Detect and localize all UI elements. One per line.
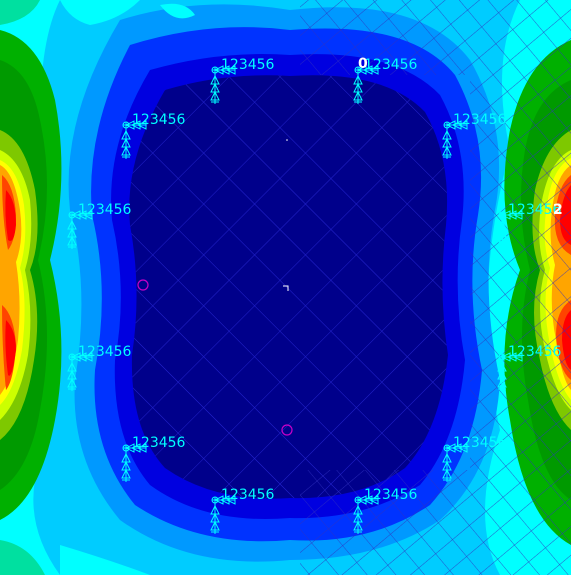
support-symbol: 123456 — [121, 435, 186, 483]
node-marker — [137, 279, 149, 291]
support-symbol: 123456 — [497, 344, 562, 392]
constraint-label: 123456 — [221, 57, 275, 73]
node-marker — [281, 424, 293, 436]
constraint-label: 123456 — [364, 487, 418, 503]
support-symbol: 123456 — [442, 112, 507, 160]
constraint-label: 123456 — [132, 112, 186, 128]
top-node-label: 0 — [358, 56, 368, 72]
support-symbol: 123456 — [497, 202, 562, 250]
constraint-label: 123456 — [78, 202, 132, 218]
support-symbol: 123456 — [121, 112, 186, 160]
support-symbol: 123456 — [67, 202, 132, 250]
support-symbol: 123456 — [353, 57, 418, 105]
constraint-label: 123456 — [221, 487, 275, 503]
constraint-label: 123456 — [508, 344, 562, 360]
support-symbol: 123456 — [67, 344, 132, 392]
support-symbol: 123456 — [210, 487, 275, 535]
support-symbol: 123456 — [442, 435, 507, 483]
constraint-label: 123456 — [364, 57, 418, 73]
constraint-label: 123456 — [132, 435, 186, 451]
constraint-label: 123456 — [508, 202, 562, 218]
constraint-label: 123456 — [78, 344, 132, 360]
origin-marker — [283, 285, 289, 291]
right-node-label: 2 — [553, 202, 563, 218]
support-symbol: 123456 — [210, 57, 275, 105]
constraint-label: 123456 — [453, 112, 507, 128]
boundary-supports: 123456 123456 123456 123456 123456 123456 1234… — [67, 57, 562, 535]
support-symbol: 123456 — [353, 487, 418, 535]
constraint-label: 123456 — [453, 435, 507, 451]
